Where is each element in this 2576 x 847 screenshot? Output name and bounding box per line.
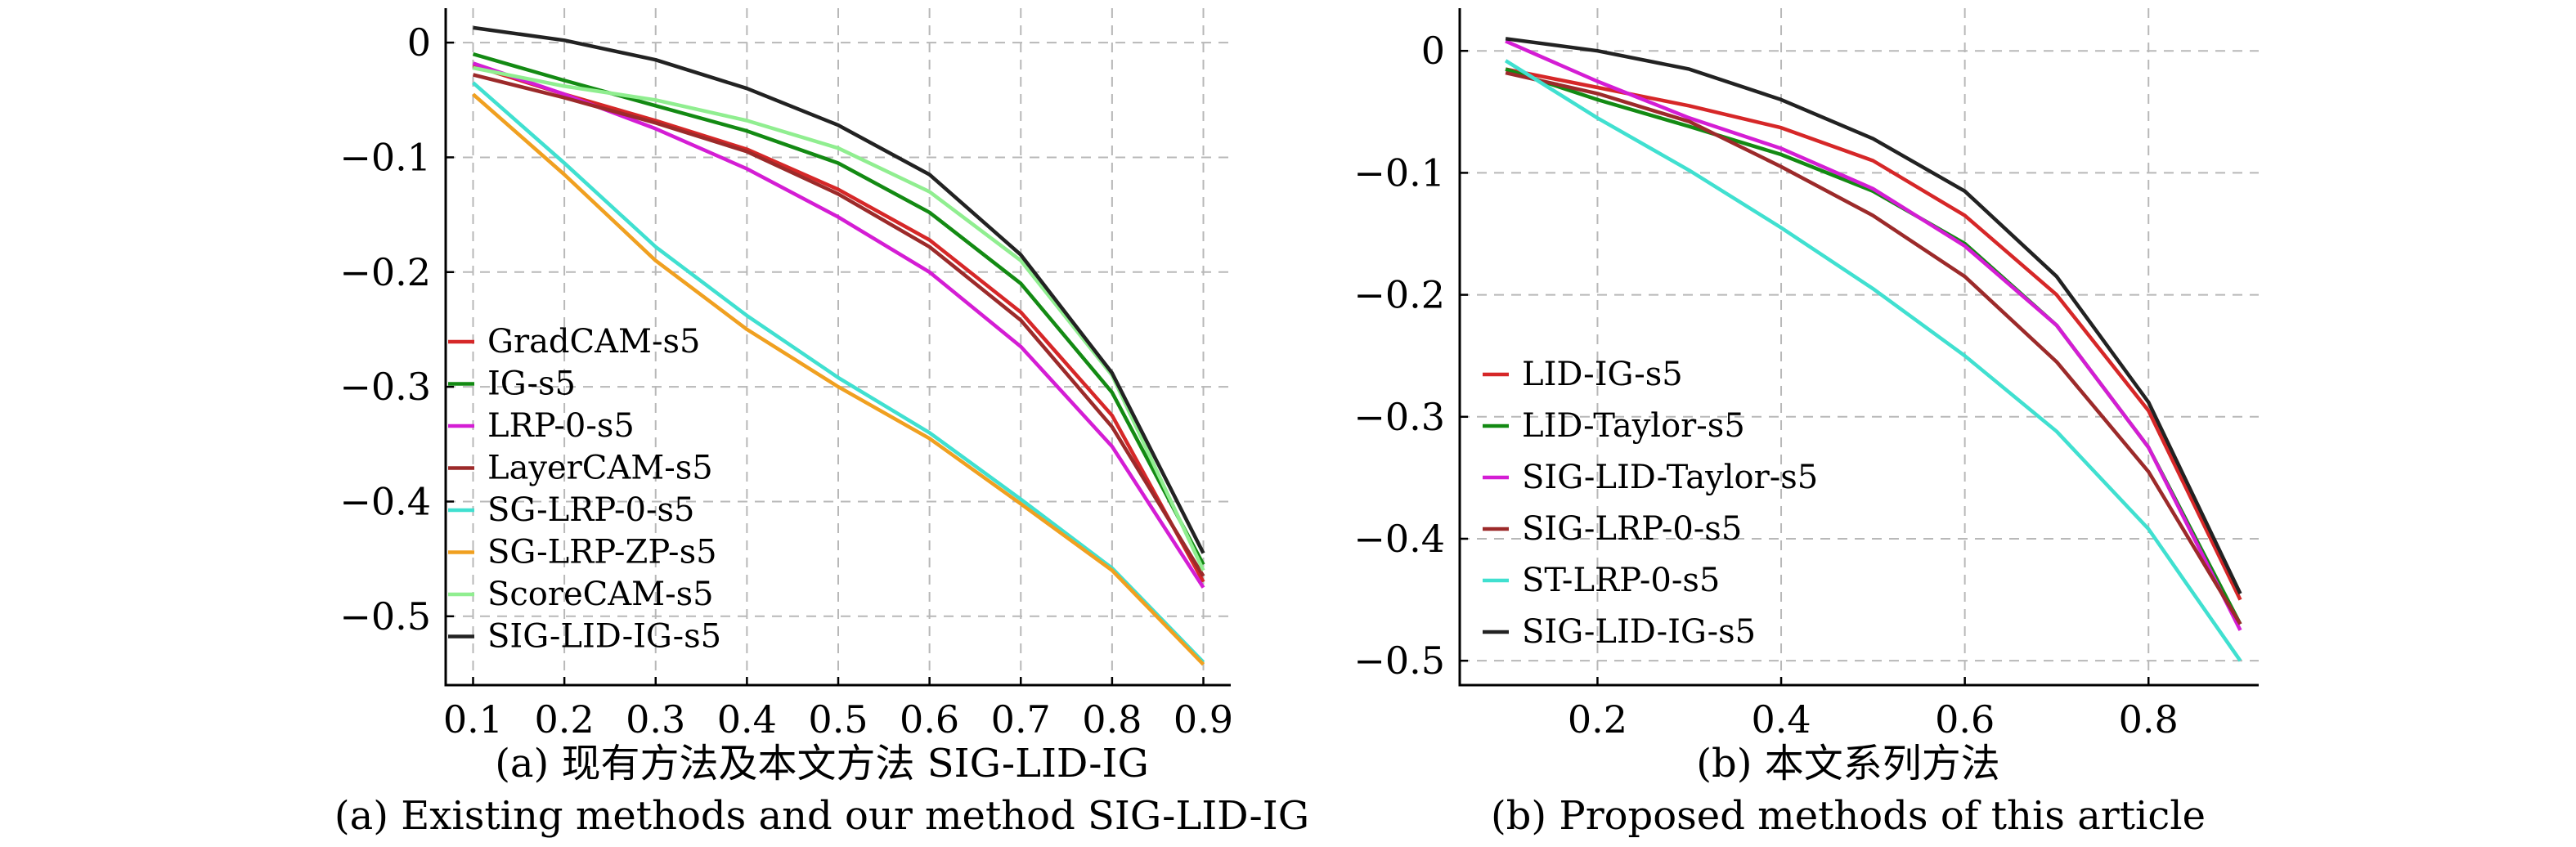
y-tick-label-b-2: −0.2: [1353, 273, 1445, 317]
caption-b-english: (b) Proposed methods of this article: [1491, 793, 2206, 839]
x-tick-label-a-4: 0.5: [808, 697, 868, 742]
y-tick-label-b-4: −0.4: [1353, 517, 1445, 561]
series-line-a-ig-s5: [472, 52, 1205, 566]
series-line-b-st-lrp-0-s5: [1504, 59, 2242, 662]
caption-b-chinese: (b) 本文系列方法: [1696, 741, 1999, 786]
y-tick-label-a-0: 0: [407, 20, 431, 65]
y-tick-label-b-0: 0: [1421, 29, 1445, 73]
legend-label-b-sig-lid-ig-s5: SIG-LID-IG-s5: [1522, 613, 1756, 651]
caption-a-chinese: (a) 现有方法及本文方法 SIG-LID-IG: [495, 741, 1149, 786]
legend-label-a-lrp-0-s5: LRP-0-s5: [487, 407, 635, 445]
x-tick-label-a-6: 0.7: [991, 697, 1051, 742]
legend-a: GradCAM-s5 IG-s5 LRP-0-s5 LayerCAM-s5 SG-LRP…: [448, 323, 721, 656]
series-line-a-sig-lid-ig-s5: [473, 25, 1205, 554]
y-tick-label-a-3: −0.3: [339, 365, 431, 409]
chart-panel-a: 0.1 0.2 0.3 0.4 0.5 0.6 0.7 0.8 0.9 0 −0.1 −0.2 −0.3…: [339, 8, 1233, 742]
series-line-b-sig-lrp-0-s5: [1505, 70, 2242, 625]
legend-label-a-sig-lid-ig-s5: SIG-LID-IG-s5: [487, 618, 721, 656]
x-tick-label-a-0: 0.1: [443, 697, 503, 742]
y-tick-label-a-1: −0.1: [339, 135, 431, 179]
axes-frame-a: [444, 8, 1231, 687]
legend-label-a-layercam-s5: LayerCAM-s5: [487, 450, 713, 487]
x-tick-label-b-3: 0.8: [2119, 697, 2179, 742]
x-tick-label-b-0: 0.2: [1568, 697, 1627, 742]
legend-label-a-gradcam-s5: GradCAM-s5: [487, 323, 700, 361]
x-tick-label-a-2: 0.3: [626, 697, 685, 742]
y-tick-label-b-5: −0.5: [1353, 639, 1445, 683]
series-line-a-sg-lrp-zp-s5: [472, 92, 1205, 666]
caption-a-english: (a) Existing methods and our method SIG-…: [334, 793, 1309, 839]
y-tick-label-a-4: −0.4: [339, 479, 431, 523]
legend-label-a-sg-lrp-zp-s5: SG-LRP-ZP-s5: [487, 534, 717, 571]
series-line-b-sig-lid-ig-s5: [1505, 37, 2242, 595]
y-tick-label-a-2: −0.2: [339, 250, 431, 294]
series-line-a-layercam-s5: [472, 73, 1205, 577]
x-tick-label-b-1: 0.4: [1751, 697, 1811, 742]
x-tick-label-a-5: 0.6: [900, 697, 959, 742]
x-tick-label-b-2: 0.6: [1935, 697, 1995, 742]
legend-label-b-st-lrp-0-s5: ST-LRP-0-s5: [1522, 562, 1720, 599]
series-line-a-sg-lrp-0-s5: [472, 81, 1205, 664]
x-tick-label-a-7: 0.8: [1082, 697, 1142, 742]
legend-b: LID-IG-s5 LID-Taylor-s5 SIG-LID-Taylor-s5 S…: [1483, 356, 1818, 651]
series-line-a-gradcam-s5: [472, 64, 1205, 583]
legend-label-a-ig-s5: IG-s5: [487, 365, 576, 403]
y-tick-label-b-3: −0.3: [1353, 395, 1445, 439]
axes-frame-b: [1458, 8, 2259, 687]
legend-label-b-sig-lid-taylor-s5: SIG-LID-Taylor-s5: [1522, 459, 1818, 496]
legend-label-b-lid-ig-s5: LID-IG-s5: [1522, 356, 1683, 393]
legend-label-b-sig-lrp-0-s5: SIG-LRP-0-s5: [1522, 510, 1742, 548]
series-line-a-scorecam-s5: [473, 65, 1205, 571]
x-tick-label-a-1: 0.2: [535, 697, 595, 742]
x-tick-label-a-8: 0.9: [1174, 697, 1233, 742]
x-tick-label-a-3: 0.4: [717, 697, 777, 742]
legend-label-b-lid-taylor-s5: LID-Taylor-s5: [1522, 407, 1745, 445]
legend-label-a-sg-lrp-0-s5: SG-LRP-0-s5: [487, 491, 694, 529]
y-tick-label-a-5: −0.5: [339, 594, 431, 639]
series-line-b-sig-lid-taylor-s5: [1505, 39, 2242, 631]
chart-panel-b: 0.2 0.4 0.6 0.8 0 −0.1 −0.2 −0.3 −0.4 −0.5 LID-IG-…: [1353, 8, 2259, 742]
y-tick-label-b-1: −0.1: [1353, 150, 1445, 195]
legend-label-a-scorecam-s5: ScoreCAM-s5: [487, 576, 714, 613]
